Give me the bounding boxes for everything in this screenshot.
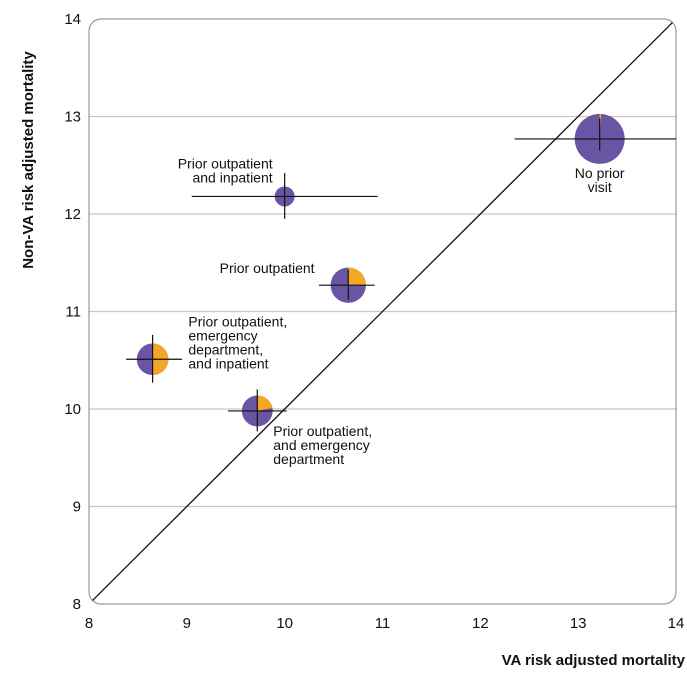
y-tick-label: 11 [65,304,81,321]
x-tick-label: 8 [85,615,93,632]
y-tick-label: 12 [64,206,81,223]
x-tick-label: 14 [668,615,685,632]
y-tick-label: 9 [73,499,81,516]
x-tick-label: 9 [183,615,191,632]
x-tick-label: 11 [375,615,391,632]
x-tick-label: 10 [276,615,293,632]
point-label: Prior outpatient and inpatient [178,155,273,185]
data-point-share [348,267,366,286]
point-label: Prior outpatient [220,260,315,276]
y-tick-label: 10 [64,401,81,418]
y-tick-label: 8 [73,596,81,613]
x-tick-label: 12 [472,615,489,632]
point-label: Prior outpatient, emergency department, and… [188,313,287,371]
y-tick-label: 13 [64,109,81,126]
plot-frame [88,18,677,605]
point-label: Prior outpatient, and emergency department [273,423,372,467]
x-axis-label: VA risk adjusted mortality [501,652,685,669]
y-axis-label: Non-VA risk adjusted mortality [20,51,37,269]
y-tick-label: 14 [64,11,81,28]
reference-line [89,19,676,604]
data-point-share [257,395,273,411]
x-tick-label: 13 [570,615,587,632]
point-label: No prior visit [575,165,625,195]
